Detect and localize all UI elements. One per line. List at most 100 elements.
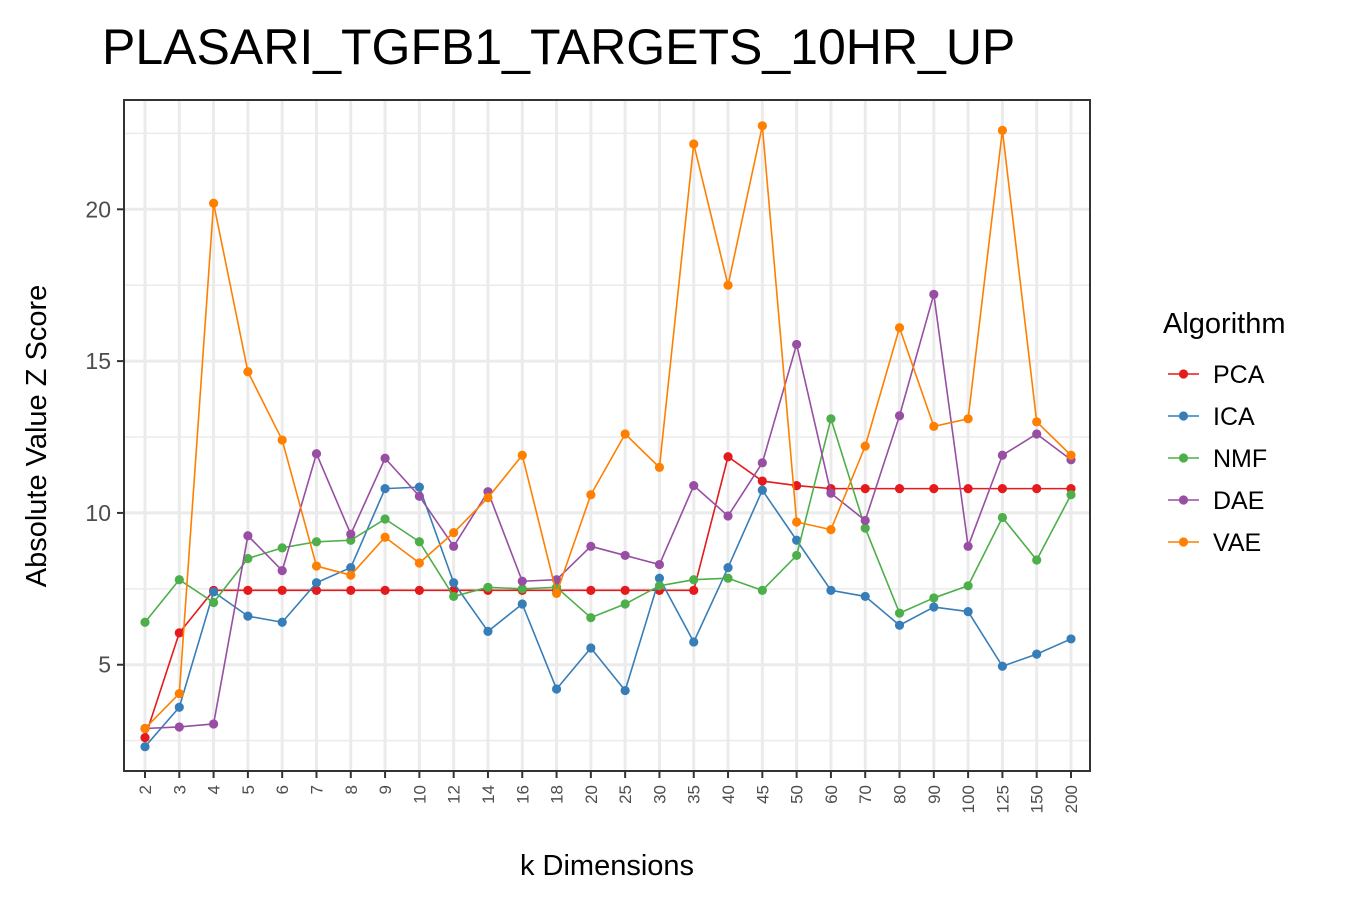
data-point-vae xyxy=(208,198,219,208)
data-point-vae xyxy=(517,450,527,460)
legend-title: Algorithm xyxy=(1163,308,1286,340)
data-point-dae xyxy=(826,488,836,498)
x-tick-label: 35 xyxy=(685,785,704,804)
data-point-dae xyxy=(517,576,527,586)
data-point-ica xyxy=(311,578,322,588)
x-tick-label: 90 xyxy=(925,785,944,804)
data-point-pca xyxy=(894,484,905,494)
data-point-nmf xyxy=(826,414,836,424)
y-tick-label: 10 xyxy=(85,500,111,526)
data-point-dae xyxy=(208,719,219,729)
data-point-vae xyxy=(586,490,596,500)
data-point-dae xyxy=(723,511,733,521)
data-point-nmf xyxy=(311,537,322,547)
legend-key-point-vae xyxy=(1178,537,1189,547)
data-point-vae xyxy=(174,688,184,699)
legend-label-pca: PCA xyxy=(1213,361,1265,389)
data-point-ica xyxy=(586,643,596,653)
data-point-ica xyxy=(929,602,939,612)
data-point-pca xyxy=(689,585,699,595)
series-group xyxy=(140,121,1076,752)
plot-panel-border xyxy=(123,99,1091,772)
data-point-ica xyxy=(654,573,665,583)
x-tick-label: 10 xyxy=(410,785,429,804)
data-point-ica xyxy=(517,599,527,609)
data-point-ica xyxy=(277,617,287,627)
data-point-vae xyxy=(929,421,939,431)
chart-title: PLASARI_TGFB1_TARGETS_10HR_UP xyxy=(102,19,1015,75)
data-point-vae xyxy=(860,441,870,451)
data-point-pca xyxy=(860,484,870,494)
data-point-ica xyxy=(380,484,390,494)
data-point-dae xyxy=(380,453,390,463)
data-point-pca xyxy=(723,452,733,462)
data-point-ica xyxy=(449,578,459,588)
data-point-ica xyxy=(208,587,219,597)
data-point-vae xyxy=(140,723,150,734)
data-point-nmf xyxy=(414,537,424,547)
data-point-vae xyxy=(277,435,287,445)
data-point-nmf xyxy=(997,512,1008,523)
data-point-dae xyxy=(689,480,699,491)
data-point-pca xyxy=(929,484,939,494)
legend-item-pca: PCA xyxy=(1168,361,1265,389)
data-point-pca xyxy=(346,585,356,595)
legend: Algorithm PCA ICA NMF DAE VAE xyxy=(1163,308,1286,557)
data-point-pca xyxy=(963,484,973,494)
data-point-nmf xyxy=(1032,555,1042,565)
data-point-nmf xyxy=(723,573,733,583)
data-point-pca xyxy=(620,585,630,595)
data-point-ica xyxy=(620,685,630,696)
x-tick-label: 9 xyxy=(376,785,395,794)
x-tick-label: 2 xyxy=(136,785,155,794)
x-tick-label: 18 xyxy=(548,785,567,804)
data-point-vae xyxy=(483,493,493,503)
legend-label-vae: VAE xyxy=(1213,529,1261,557)
data-point-ica xyxy=(689,637,699,647)
data-point-vae xyxy=(997,125,1008,135)
data-point-nmf xyxy=(929,593,939,603)
data-point-dae xyxy=(997,450,1008,460)
x-tick-label: 8 xyxy=(342,785,361,794)
data-point-vae xyxy=(723,280,733,290)
data-point-ica xyxy=(757,485,767,495)
x-tick-label: 60 xyxy=(822,785,841,804)
x-tick-label: 45 xyxy=(753,785,772,804)
data-point-vae xyxy=(551,588,562,598)
data-point-vae xyxy=(757,121,767,131)
x-tick-label: 150 xyxy=(1028,785,1047,813)
data-point-dae xyxy=(414,491,424,501)
x-tick-label: 40 xyxy=(719,785,738,804)
series-line-vae xyxy=(144,125,1072,730)
data-point-dae xyxy=(586,541,596,551)
data-point-ica xyxy=(860,591,870,602)
data-point-nmf xyxy=(654,581,665,591)
data-point-nmf xyxy=(757,585,767,595)
data-point-nmf xyxy=(277,543,287,553)
data-point-vae xyxy=(243,367,253,377)
legend-item-nmf: NMF xyxy=(1168,445,1267,473)
data-point-vae xyxy=(346,570,356,580)
series-line-dae xyxy=(144,293,1072,730)
data-point-ica xyxy=(174,702,184,712)
data-point-vae xyxy=(414,558,424,568)
data-point-pca xyxy=(586,585,596,595)
data-point-nmf xyxy=(1066,490,1076,500)
series-dae xyxy=(140,289,1076,734)
data-point-nmf xyxy=(174,575,184,585)
x-tick-label: 100 xyxy=(959,785,978,813)
data-point-ica xyxy=(483,626,493,636)
data-point-vae xyxy=(1066,450,1076,460)
data-point-nmf xyxy=(140,617,150,627)
data-point-vae xyxy=(449,528,459,538)
series-ica xyxy=(140,482,1076,752)
series-nmf xyxy=(140,414,1076,627)
x-tick-label: 12 xyxy=(445,785,464,804)
data-point-nmf xyxy=(208,597,219,608)
data-point-vae xyxy=(963,414,973,424)
legend-label-ica: ICA xyxy=(1213,403,1255,431)
data-point-vae xyxy=(689,139,699,149)
data-point-pca xyxy=(1032,484,1042,494)
x-tick-label: 5 xyxy=(239,785,258,794)
data-point-nmf xyxy=(860,523,870,533)
